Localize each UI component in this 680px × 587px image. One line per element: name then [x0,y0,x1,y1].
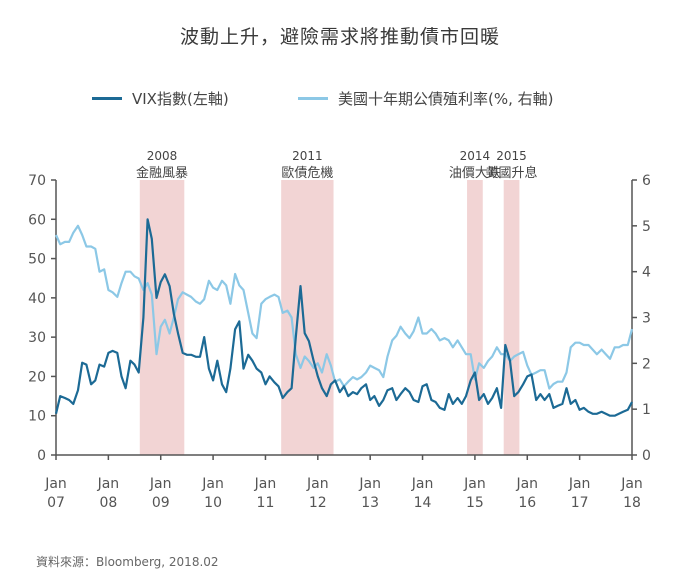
x-tick-label: Jan [515,476,538,492]
legend-swatch-yield [298,97,328,100]
x-tick-label: 11 [257,495,275,511]
legend-label-yield: 美國十年期公債殖利率(%, 右軸) [338,90,554,108]
x-tick-label: Jan [44,476,67,492]
x-tick-label: Jan [568,476,591,492]
right-tick-label: 5 [642,219,651,235]
event-year-label: 2008 [147,149,178,163]
event-year-label: 2015 [496,149,527,163]
x-tick-label: 16 [518,495,536,511]
event-year-label: 2011 [292,149,323,163]
legend-item-vix: VIX指數(左軸) [92,88,229,109]
left-tick-label: 10 [28,409,46,425]
legend-swatch-vix [92,97,122,100]
legend: VIX指數(左軸) 美國十年期公債殖利率(%, 右軸) [0,88,680,114]
x-tick-label: 13 [361,495,379,511]
x-tick-label: Jan [149,476,172,492]
event-name-label: 油價大跌 [449,165,501,181]
event-year-label: 2014 [460,149,491,163]
x-tick-label: 09 [152,495,170,511]
x-tick-label: Jan [201,476,224,492]
left-tick-label: 40 [28,291,46,307]
event-name-label: 金融風暴 [136,165,188,181]
x-tick-label: 18 [623,495,641,511]
left-tick-label: 20 [28,369,46,385]
right-tick-label: 3 [642,311,651,327]
x-tick-label: Jan [306,476,329,492]
x-tick-label: Jan [411,476,434,492]
x-tick-label: Jan [254,476,277,492]
x-tick-label: Jan [358,476,381,492]
left-tick-label: 50 [28,252,46,268]
chart-title: 波動上升，避險需求將推動債市回暖 [179,26,500,48]
legend-item-yield: 美國十年期公債殖利率(%, 右軸) [298,88,554,109]
event-name-label: 美國升息 [486,165,538,181]
right-tick-label: 1 [642,402,651,418]
x-tick-label: Jan [97,476,120,492]
x-tick-label: 10 [204,495,222,511]
x-tick-label: 12 [309,495,327,511]
x-tick-label: 14 [414,495,432,511]
left-tick-label: 70 [28,173,46,189]
event-band-2014 [467,180,483,455]
x-tick-label: 17 [571,495,589,511]
x-tick-label: Jan [463,476,486,492]
event-band-2015 [503,180,520,455]
vix-series-line [54,218,633,417]
event-name-label: 歐債危機 [281,166,333,181]
left-tick-label: 60 [28,212,46,228]
left-tick-label: 30 [28,330,46,346]
right-tick-label: 6 [642,173,651,189]
event-band-2011 [281,180,334,455]
x-tick-label: 07 [47,495,65,511]
x-tick-label: 15 [466,495,484,511]
right-tick-label: 0 [642,448,651,464]
source-note: 資料來源：Bloomberg, 2018.02 [36,555,219,569]
left-tick-label: 0 [37,448,46,464]
right-tick-label: 2 [642,356,651,372]
x-tick-label: 08 [99,495,117,511]
right-tick-label: 4 [642,265,651,281]
legend-label-vix: VIX指數(左軸) [132,90,229,108]
x-tick-label: Jan [620,476,643,492]
